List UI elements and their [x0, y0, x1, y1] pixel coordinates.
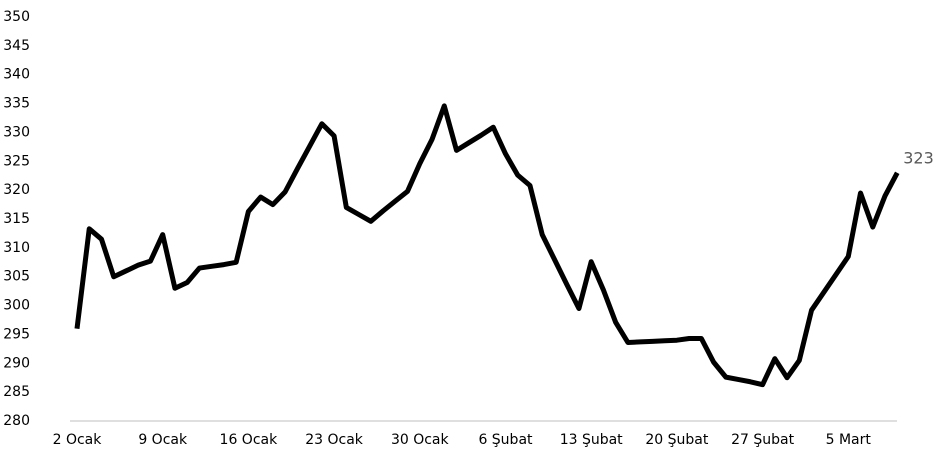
- y-tick-label: 290: [3, 355, 30, 371]
- data-label: 323: [903, 148, 934, 167]
- y-tick-label: 320: [3, 182, 30, 198]
- y-tick-label: 315: [3, 211, 30, 227]
- y-tick-label: 310: [3, 240, 30, 256]
- x-tick-label: 30 Ocak: [391, 432, 450, 448]
- line: [74, 103, 900, 388]
- x-tick-label: 13 Şubat: [560, 432, 623, 448]
- x-tick-label: 2 Ocak: [53, 432, 103, 448]
- y-tick-label: 305: [3, 269, 30, 285]
- x-tick-label: 20 Şubat: [645, 432, 708, 448]
- x-tick-label: 27 Şubat: [731, 432, 794, 448]
- y-tick-label: 350: [3, 9, 30, 25]
- y-tick-label: 285: [3, 384, 30, 400]
- y-tick-label: 280: [3, 413, 30, 429]
- y-tick-label: 330: [3, 124, 30, 140]
- y-tick-label: 345: [3, 38, 30, 54]
- x-tick-label: 23 Ocak: [305, 432, 364, 448]
- y-tick-label: 325: [3, 153, 30, 169]
- y-tick-label: 300: [3, 298, 30, 314]
- x-tick-label: 5 Mart: [826, 432, 872, 448]
- y-tick-label: 335: [3, 96, 30, 112]
- y-tick-label: 340: [3, 67, 30, 83]
- x-tick-label: 16 Ocak: [220, 432, 279, 448]
- x-tick-label: 9 Ocak: [138, 432, 188, 448]
- x-tick-label: 6 Şubat: [478, 432, 533, 448]
- y-tick-label: 295: [3, 326, 30, 342]
